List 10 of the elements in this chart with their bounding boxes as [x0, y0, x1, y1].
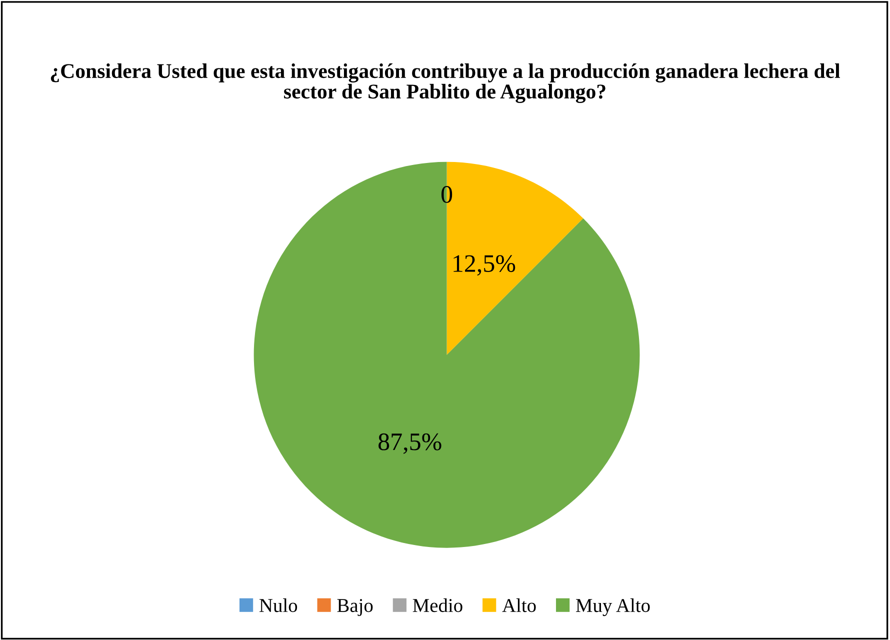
data-label: 12,5%: [454, 255, 516, 276]
legend-label: Alto: [502, 598, 536, 612]
legend-label: Medio: [412, 598, 462, 612]
text: 0: [441, 186, 452, 203]
legend-label: Bajo: [337, 599, 373, 616]
chart-title: ¿Considera Usted que esta investigación contribuye a la producción ganadera lechera del sector de San Pablito de Agualongo?: [50, 63, 840, 103]
pie-slice: [254, 162, 640, 548]
data-label: 87,5%: [378, 433, 442, 454]
legend-label: Muy Alto: [576, 598, 650, 616]
legend-label: Nulo: [259, 598, 298, 612]
